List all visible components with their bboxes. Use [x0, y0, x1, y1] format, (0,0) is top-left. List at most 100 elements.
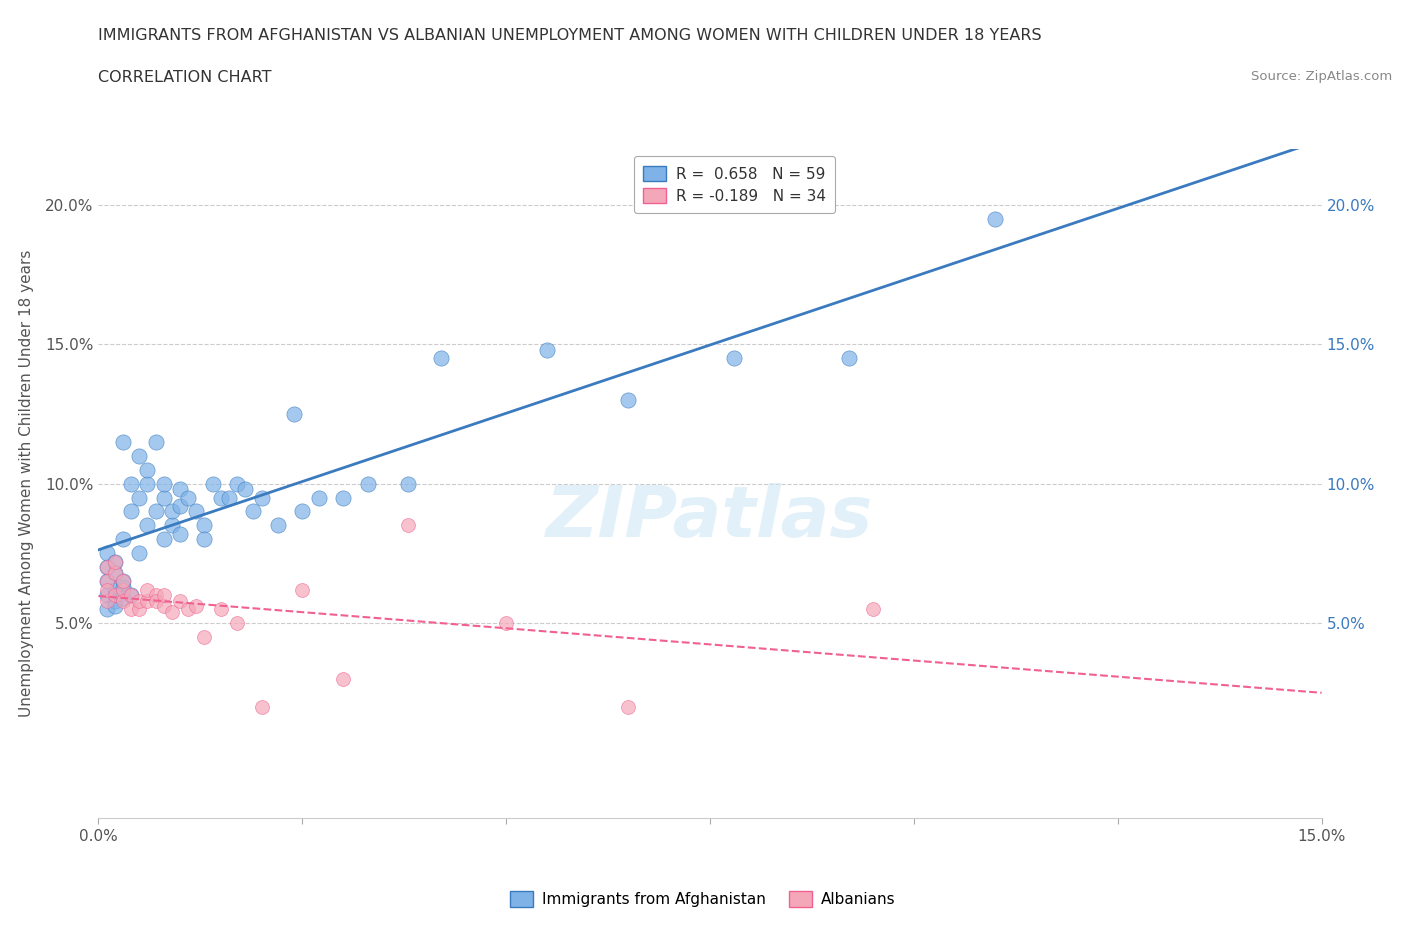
Point	[128, 490, 150, 505]
Point	[242, 504, 264, 519]
Point	[136, 518, 159, 533]
Point	[396, 476, 419, 491]
Point	[396, 518, 419, 533]
Point	[111, 591, 134, 605]
Point	[96, 560, 118, 575]
Point	[267, 518, 290, 533]
Point	[169, 498, 191, 513]
Point	[120, 588, 142, 603]
Y-axis label: Unemployment Among Women with Children Under 18 years: Unemployment Among Women with Children U…	[20, 250, 34, 717]
Point	[104, 554, 127, 569]
Text: Source: ZipAtlas.com: Source: ZipAtlas.com	[1251, 70, 1392, 83]
Point	[136, 582, 159, 597]
Point	[862, 602, 884, 617]
Point	[111, 574, 134, 589]
Point	[193, 532, 215, 547]
Point	[160, 518, 183, 533]
Point	[96, 593, 118, 608]
Point	[104, 554, 127, 569]
Point	[104, 593, 127, 608]
Point	[186, 599, 208, 614]
Point	[250, 699, 273, 714]
Point	[120, 588, 142, 603]
Point	[169, 526, 191, 541]
Point	[104, 588, 127, 603]
Point	[111, 579, 134, 594]
Point	[495, 616, 517, 631]
Point	[152, 532, 174, 547]
Point	[356, 476, 378, 491]
Point	[838, 351, 860, 365]
Point	[160, 504, 183, 519]
Point	[145, 593, 167, 608]
Point	[152, 588, 174, 603]
Point	[128, 593, 150, 608]
Text: CORRELATION CHART: CORRELATION CHART	[98, 70, 271, 85]
Point	[111, 593, 134, 608]
Point	[120, 602, 142, 617]
Point	[104, 582, 127, 597]
Legend: R =  0.658   N = 59, R = -0.189   N = 34: R = 0.658 N = 59, R = -0.189 N = 34	[634, 156, 835, 213]
Point	[145, 434, 167, 449]
Point	[145, 588, 167, 603]
Point	[152, 490, 174, 505]
Point	[617, 699, 640, 714]
Point	[104, 565, 127, 580]
Point	[96, 574, 118, 589]
Point	[430, 351, 453, 365]
Point	[120, 504, 142, 519]
Point	[250, 490, 273, 505]
Point	[177, 490, 200, 505]
Point	[332, 490, 354, 505]
Point	[308, 490, 330, 505]
Point	[169, 482, 191, 497]
Point	[104, 565, 127, 580]
Point	[291, 582, 314, 597]
Point	[332, 671, 354, 686]
Point	[226, 476, 249, 491]
Point	[226, 616, 249, 631]
Point	[136, 462, 159, 477]
Point	[193, 518, 215, 533]
Point	[128, 448, 150, 463]
Point	[283, 406, 305, 421]
Point	[111, 574, 134, 589]
Point	[177, 602, 200, 617]
Point	[723, 351, 745, 365]
Point	[160, 604, 183, 619]
Point	[104, 599, 127, 614]
Point	[984, 211, 1007, 226]
Point	[169, 593, 191, 608]
Point	[96, 602, 118, 617]
Point	[201, 476, 224, 491]
Point	[96, 588, 118, 603]
Point	[104, 588, 127, 603]
Point	[96, 546, 118, 561]
Point	[186, 504, 208, 519]
Point	[111, 582, 134, 597]
Point	[128, 546, 150, 561]
Point	[193, 630, 215, 644]
Point	[152, 476, 174, 491]
Text: ZIPatlas: ZIPatlas	[547, 483, 873, 551]
Point	[111, 434, 134, 449]
Point	[111, 532, 134, 547]
Point	[120, 476, 142, 491]
Point	[233, 482, 256, 497]
Point	[209, 602, 232, 617]
Point	[96, 560, 118, 575]
Point	[136, 593, 159, 608]
Point	[218, 490, 240, 505]
Point	[209, 490, 232, 505]
Point	[145, 504, 167, 519]
Legend: Immigrants from Afghanistan, Albanians: Immigrants from Afghanistan, Albanians	[505, 884, 901, 913]
Point	[291, 504, 314, 519]
Point	[128, 602, 150, 617]
Point	[96, 574, 118, 589]
Text: IMMIGRANTS FROM AFGHANISTAN VS ALBANIAN UNEMPLOYMENT AMONG WOMEN WITH CHILDREN U: IMMIGRANTS FROM AFGHANISTAN VS ALBANIAN …	[98, 28, 1042, 43]
Point	[617, 392, 640, 407]
Point	[536, 342, 558, 357]
Point	[152, 599, 174, 614]
Point	[136, 476, 159, 491]
Point	[96, 582, 118, 597]
